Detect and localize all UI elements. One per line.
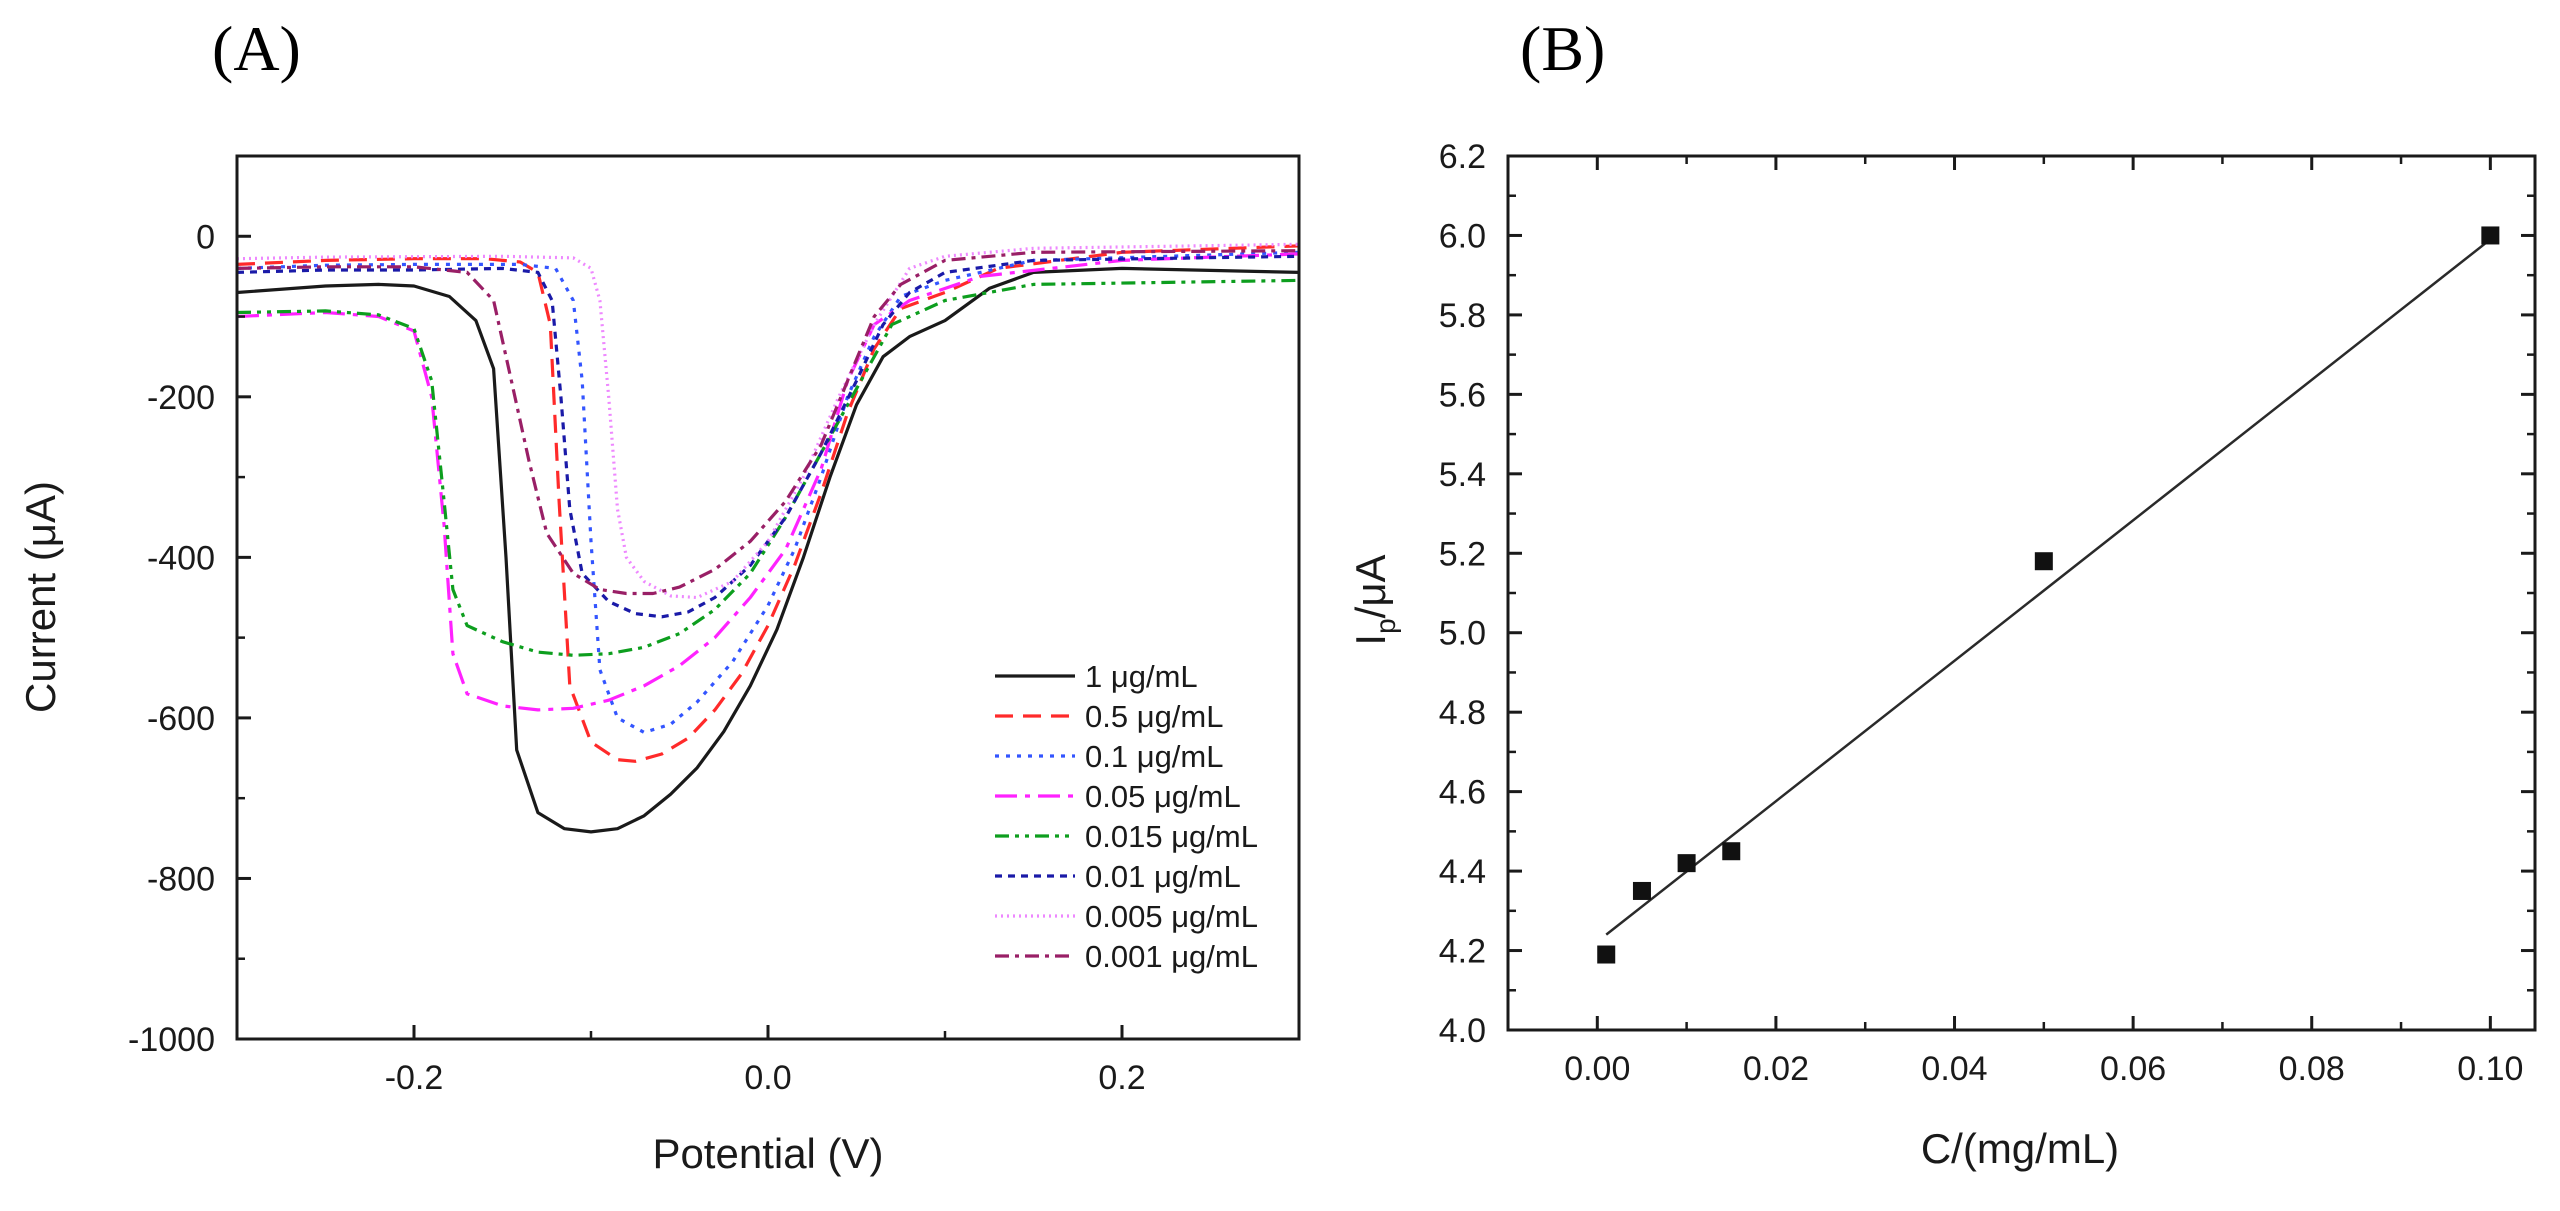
y-tick-label: 5.8 [1439,297,1486,335]
y-tick-label: 5.2 [1439,535,1486,573]
panel-a-x-axis-label: Potential (V) [652,1130,883,1177]
data-point [1597,945,1616,964]
legend-label-2: 0.1 μg/mL [1085,739,1224,774]
x-tick-label: 0.0 [744,1059,791,1097]
x-tick-label: 0.10 [2457,1050,2523,1088]
y-tick-label: 4.0 [1439,1012,1486,1050]
data-point [1632,881,1651,900]
y-tick-label: 4.4 [1439,853,1486,891]
x-tick-label: -0.2 [385,1059,444,1097]
panel-a-y-axis-label: Current (μA) [17,481,64,713]
x-tick-label: 0.06 [2100,1050,2166,1088]
y-tick-label: 5.4 [1439,456,1486,494]
y-tick-label: -200 [147,379,215,417]
series-line-5 [236,254,1300,619]
x-tick-label: 0.08 [2279,1050,2345,1088]
y-tick-label: 6.0 [1439,217,1486,255]
series-line-0 [236,266,1300,834]
series-line-3 [236,252,1300,712]
panel-b-y-label-main: I [1347,634,1394,646]
data-point [2481,226,2500,245]
panel-b-y-label-sub: p [1370,618,1401,634]
panel-a-plot: -0.2 0.0 0.2 0 -200 -400 -600 -800 -1000 1 μg/mL… [17,154,1301,1177]
legend-label-7: 0.001 μg/mL [1085,939,1258,974]
data-point [1722,842,1741,861]
y-tick-label: 5.0 [1439,615,1486,653]
series-line-7 [236,249,1300,596]
panel-a-legend: 1 μg/mL 0.5 μg/mL 0.1 μg/mL 0.05 μg/mL 0.015… [995,659,1258,974]
y-tick-label: -400 [147,539,215,577]
x-tick-label: 0.04 [1921,1050,1987,1088]
y-tick-label: 6.2 [1439,138,1486,176]
y-tick-label: 4.6 [1439,774,1486,812]
y-tick-label: 4.8 [1439,694,1486,732]
legend-label-5: 0.01 μg/mL [1085,859,1241,894]
panel-b-fit-line [1605,238,2492,936]
data-point [1677,854,1696,873]
x-tick-label: 0.2 [1098,1059,1145,1097]
x-tick-label: 0.00 [1564,1050,1630,1088]
panel-b-axes-frame [1506,154,2537,1032]
y-tick-label: -1000 [128,1021,215,1059]
legend-label-4: 0.015 μg/mL [1085,819,1258,854]
data-point [2034,552,2053,571]
x-tick-label: 0.02 [1743,1050,1809,1088]
legend-label-1: 0.5 μg/mL [1085,699,1224,734]
legend-label-0: 1 μg/mL [1085,659,1198,694]
panel-b-y-axis-label: Ip/μA [1347,554,1401,645]
y-tick-label: -800 [147,860,215,898]
panel-a-ticks: -0.2 0.0 0.2 0 -200 -400 -600 -800 -1000 [128,154,1301,1097]
y-tick-label: 4.2 [1439,933,1486,971]
panel-a-label: (A) [212,13,301,84]
y-tick-label: 0 [196,218,215,256]
panel-b-points [1597,226,2500,964]
legend-label-3: 0.05 μg/mL [1085,779,1241,814]
series-line-6 [236,242,1300,600]
y-tick-label: 5.6 [1439,376,1486,414]
legend-label-6: 0.005 μg/mL [1085,899,1258,934]
panel-b-y-label-tail: /μA [1347,554,1394,618]
panel-b-ticks: 0.00 0.02 0.04 0.06 0.08 0.10 4.0 4.2 4.4 4.6 4.8 5… [1439,138,2535,1088]
panel-a-series-lines [236,242,1300,834]
panel-b-x-axis-label: C/(mg/mL) [1921,1125,2119,1172]
y-tick-label: -600 [147,700,215,738]
panel-b-label: (B) [1520,13,1605,84]
panel-b-plot: 0.00 0.02 0.04 0.06 0.08 0.10 4.0 4.2 4.4 4.6 4.8 5… [1347,138,2537,1172]
series-line-4 [236,278,1300,657]
